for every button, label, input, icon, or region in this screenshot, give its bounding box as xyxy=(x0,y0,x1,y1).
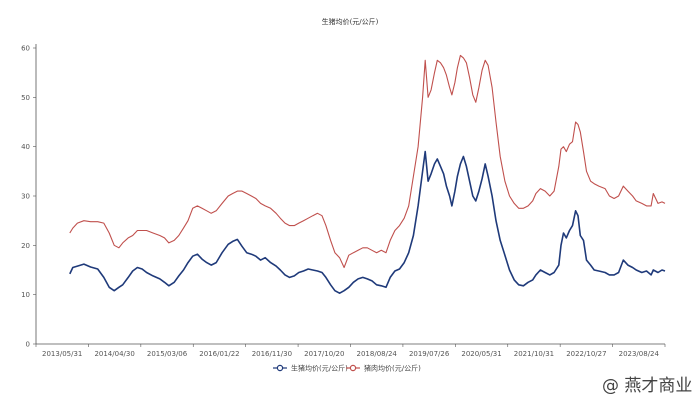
legend-label: 猪肉均价(元/公斤) xyxy=(364,364,421,373)
series-line-2 xyxy=(69,54,666,269)
legend-swatch-marker xyxy=(276,364,284,372)
x-tick-label: 2017/10/20 xyxy=(304,350,344,358)
y-tick-label: 0 xyxy=(26,341,30,349)
x-tick-label: 2013/05/31 xyxy=(42,350,82,358)
series-lines xyxy=(69,54,666,294)
x-tick-label: 2018/08/24 xyxy=(357,350,398,358)
x-tick-label: 2016/11/30 xyxy=(252,350,292,358)
y-tick-label: 20 xyxy=(21,242,30,250)
legend-label: 生猪均价(元/公斤) xyxy=(291,364,348,373)
series-line-1 xyxy=(69,150,666,294)
axes: 0 10 20 30 40 50 60 2013/05/31 2014/04/30 2015/03… xyxy=(21,44,666,358)
x-tick-label: 2016/01/22 xyxy=(199,350,239,358)
watermark-handle: @ 燕才商业 xyxy=(602,376,692,396)
y-tick-label: 60 xyxy=(21,45,30,53)
x-tick-label: 2019/07/26 xyxy=(409,350,450,358)
legend: 生猪均价(元/公斤) 猪肉均价(元/公斤) xyxy=(273,364,421,373)
y-tick-label: 30 xyxy=(21,193,30,201)
x-tick-label: 2014/04/30 xyxy=(94,350,134,358)
chart-title: 生猪均价(元/公斤) xyxy=(322,17,379,26)
x-tick-label: 2015/03/06 xyxy=(147,350,188,358)
x-tick-label: 2022/10/27 xyxy=(566,350,606,358)
legend-swatch-marker xyxy=(349,364,357,372)
x-tick-label: 2023/08/24 xyxy=(619,350,660,358)
x-tick-label: 2021/10/31 xyxy=(514,350,554,358)
y-tick-label: 40 xyxy=(21,143,30,151)
x-tick-label: 2020/05/31 xyxy=(461,350,501,358)
y-tick-label: 50 xyxy=(21,94,30,102)
y-tick-label: 10 xyxy=(21,291,30,299)
